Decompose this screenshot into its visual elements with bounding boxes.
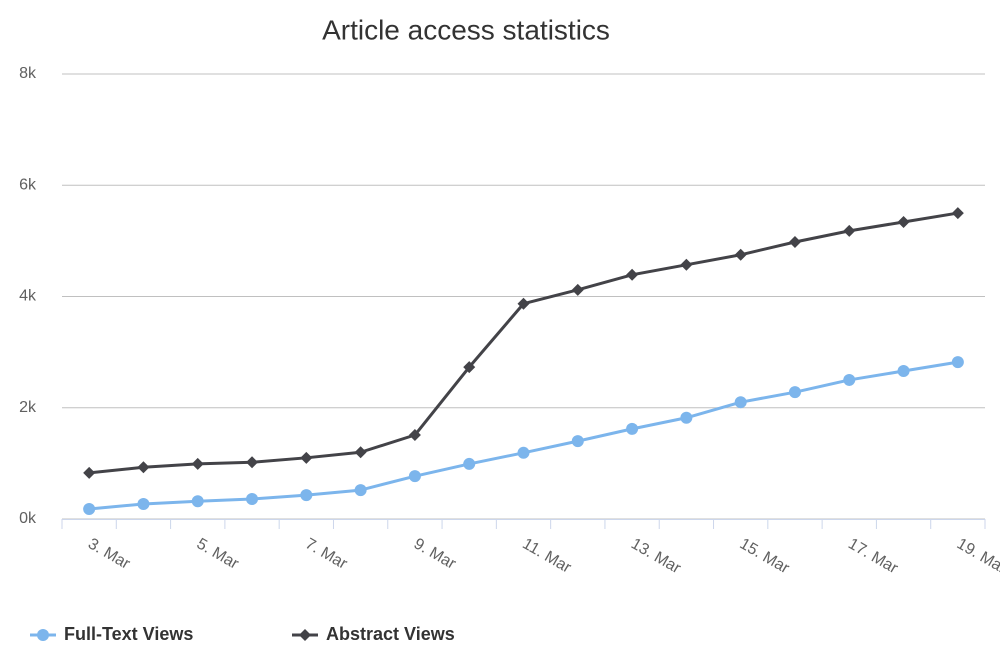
point bbox=[843, 224, 856, 237]
y-tick-label: 8k bbox=[19, 65, 37, 82]
point bbox=[626, 422, 639, 435]
legend-marker bbox=[299, 629, 311, 641]
point bbox=[843, 373, 856, 386]
point bbox=[626, 268, 639, 281]
point bbox=[408, 429, 421, 442]
point bbox=[951, 207, 964, 220]
point bbox=[897, 215, 910, 228]
x-tick-label: 17. Mar bbox=[845, 535, 901, 577]
y-tick-label: 0k bbox=[19, 510, 37, 527]
y-tick-label: 4k bbox=[19, 288, 37, 305]
point bbox=[408, 470, 421, 483]
legend-label: Full-Text Views bbox=[64, 624, 193, 644]
point bbox=[354, 484, 367, 497]
x-tick-label: 15. Mar bbox=[737, 535, 793, 577]
x-tick-label: 13. Mar bbox=[628, 535, 684, 577]
point bbox=[734, 396, 747, 409]
legend-marker bbox=[37, 629, 49, 641]
point bbox=[191, 495, 204, 508]
x-tick-label: 3. Mar bbox=[85, 535, 133, 573]
point bbox=[354, 446, 367, 459]
point bbox=[788, 235, 801, 248]
x-tick-label: 19. Mar bbox=[954, 535, 1000, 577]
point bbox=[788, 386, 801, 399]
point bbox=[571, 283, 584, 296]
point bbox=[571, 435, 584, 448]
y-tick-label: 6k bbox=[19, 176, 37, 193]
point bbox=[83, 466, 96, 479]
point bbox=[300, 489, 313, 502]
point bbox=[246, 456, 259, 469]
point bbox=[517, 297, 530, 310]
point bbox=[300, 451, 313, 464]
point bbox=[191, 457, 204, 470]
x-tick-label: 7. Mar bbox=[302, 535, 350, 573]
x-tick-label: 5. Mar bbox=[194, 535, 242, 573]
point bbox=[246, 492, 259, 505]
point bbox=[897, 365, 910, 378]
point bbox=[83, 502, 96, 515]
point bbox=[680, 258, 693, 271]
legend-label: Abstract Views bbox=[326, 624, 455, 644]
x-tick-label: 11. Mar bbox=[519, 535, 574, 577]
point bbox=[951, 356, 964, 369]
point bbox=[137, 461, 150, 474]
series-line bbox=[89, 360, 959, 511]
point bbox=[517, 446, 530, 459]
series-line bbox=[88, 211, 959, 475]
point bbox=[137, 497, 150, 510]
point bbox=[463, 457, 476, 470]
x-tick-label: 9. Mar bbox=[411, 535, 459, 573]
point bbox=[463, 361, 476, 374]
chart-title: Article access statistics bbox=[322, 14, 610, 45]
point bbox=[680, 411, 693, 424]
y-tick-label: 2k bbox=[19, 399, 37, 416]
point bbox=[734, 248, 747, 261]
